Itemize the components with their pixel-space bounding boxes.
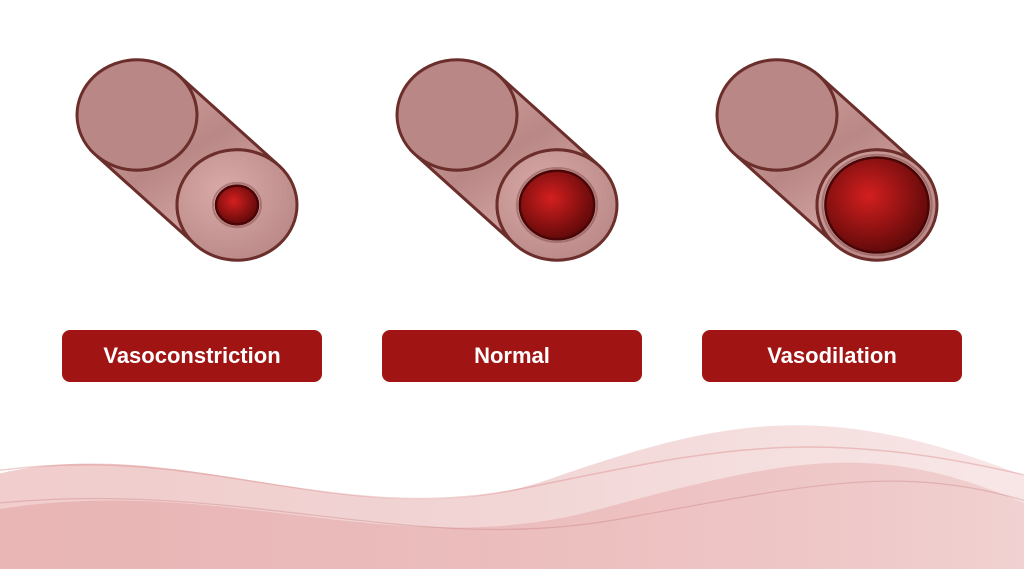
- label-normal: Normal: [382, 330, 642, 382]
- vessel-vasodilation: [702, 55, 962, 275]
- vessel-normal: [382, 55, 642, 275]
- label-vasodilation: Vasodilation: [702, 330, 962, 382]
- labels-row: Vasoconstriction Normal Vasodilation: [62, 330, 962, 382]
- vessel-vasoconstriction: [62, 55, 322, 275]
- label-vasoconstriction: Vasoconstriction: [62, 330, 322, 382]
- diagram-content: Vasoconstriction Normal Vasodilation: [0, 0, 1024, 569]
- vessels-row: [62, 55, 962, 275]
